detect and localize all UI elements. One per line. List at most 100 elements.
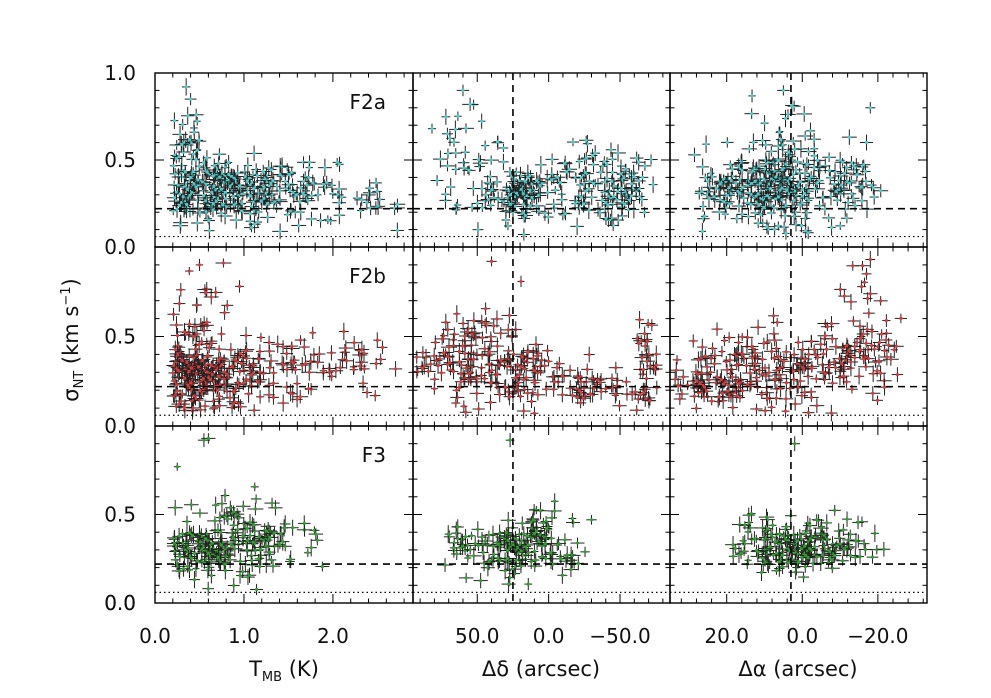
data-point <box>192 560 200 577</box>
data-point <box>167 499 183 516</box>
data-point <box>772 341 781 356</box>
data-point <box>440 338 457 356</box>
data-point <box>188 571 201 589</box>
data-point <box>726 163 739 175</box>
data-point <box>332 157 342 167</box>
data-point <box>467 531 476 540</box>
data-point <box>781 404 790 418</box>
data-point <box>285 202 296 219</box>
data-point <box>867 341 882 357</box>
data-point <box>670 362 683 379</box>
x-axis-label-1: Δδ (arcsec) <box>482 657 600 681</box>
data-point <box>652 380 662 395</box>
data-point <box>182 515 192 528</box>
data-point <box>779 532 791 546</box>
data-point <box>632 333 643 344</box>
data-point <box>770 353 779 363</box>
data-point <box>196 189 211 202</box>
data-point <box>482 530 496 540</box>
data-point <box>523 526 532 545</box>
data-point <box>298 338 310 356</box>
data-point <box>710 191 718 202</box>
data-point <box>458 123 474 134</box>
x-tick-label: −50.0 <box>589 624 650 648</box>
panel-frame <box>412 246 671 427</box>
data-point <box>192 381 208 400</box>
data-point <box>731 183 744 200</box>
data-point <box>178 118 187 131</box>
data-point <box>517 275 525 288</box>
data-point <box>856 325 870 343</box>
data-point <box>806 363 818 373</box>
data-point <box>254 559 265 574</box>
data-point <box>613 377 621 395</box>
x-axis-label-0: TMB (K) <box>248 657 319 685</box>
data-point <box>795 387 808 404</box>
data-point <box>760 363 770 373</box>
data-point <box>453 198 462 212</box>
data-point <box>870 524 879 543</box>
data-point <box>473 314 490 329</box>
data-point <box>829 338 843 355</box>
data-point <box>582 135 592 153</box>
data-point <box>515 208 531 218</box>
data-point <box>759 189 776 202</box>
data-point <box>758 369 773 383</box>
data-point <box>451 398 461 408</box>
data-point <box>816 363 830 381</box>
data-point <box>458 316 468 330</box>
data-point <box>520 364 529 373</box>
data-point <box>819 368 832 379</box>
data-point <box>847 199 863 212</box>
data-point <box>202 367 212 377</box>
data-point <box>853 319 867 333</box>
data-point <box>694 186 709 196</box>
data-point <box>767 400 776 415</box>
data-point <box>717 385 728 401</box>
points-F2a-col1 <box>427 84 658 241</box>
data-point <box>216 204 226 223</box>
data-point <box>720 364 734 376</box>
data-point <box>230 351 240 369</box>
data-point <box>535 155 547 174</box>
data-point <box>458 537 467 555</box>
data-point <box>170 112 179 129</box>
data-point <box>757 351 767 368</box>
data-point <box>306 191 318 201</box>
data-point <box>359 364 370 374</box>
data-point <box>255 389 265 404</box>
data-point <box>287 167 296 178</box>
data-point <box>796 549 807 565</box>
data-point <box>235 280 244 293</box>
data-point <box>825 546 836 557</box>
data-point <box>797 571 810 583</box>
data-point <box>702 372 716 388</box>
data-point <box>705 366 716 378</box>
data-point <box>437 558 453 572</box>
data-point <box>217 539 226 552</box>
data-point <box>575 154 583 169</box>
data-point <box>514 516 530 531</box>
data-point <box>766 334 783 347</box>
data-point <box>778 353 790 370</box>
data-point <box>763 342 780 360</box>
data-point <box>338 340 353 356</box>
data-point <box>608 361 623 374</box>
data-point <box>647 361 659 375</box>
data-point <box>732 379 746 388</box>
data-point <box>498 143 509 152</box>
data-point <box>758 140 773 150</box>
data-point <box>573 384 585 397</box>
data-point <box>621 376 631 387</box>
data-point <box>753 218 763 229</box>
data-point <box>483 170 497 183</box>
data-point <box>801 205 813 220</box>
data-point <box>326 363 334 381</box>
data-point <box>193 544 210 554</box>
data-point <box>297 515 311 532</box>
data-point <box>834 537 847 550</box>
data-point <box>765 146 777 157</box>
data-point <box>827 357 841 367</box>
data-point <box>739 536 747 546</box>
data-point <box>305 357 317 366</box>
